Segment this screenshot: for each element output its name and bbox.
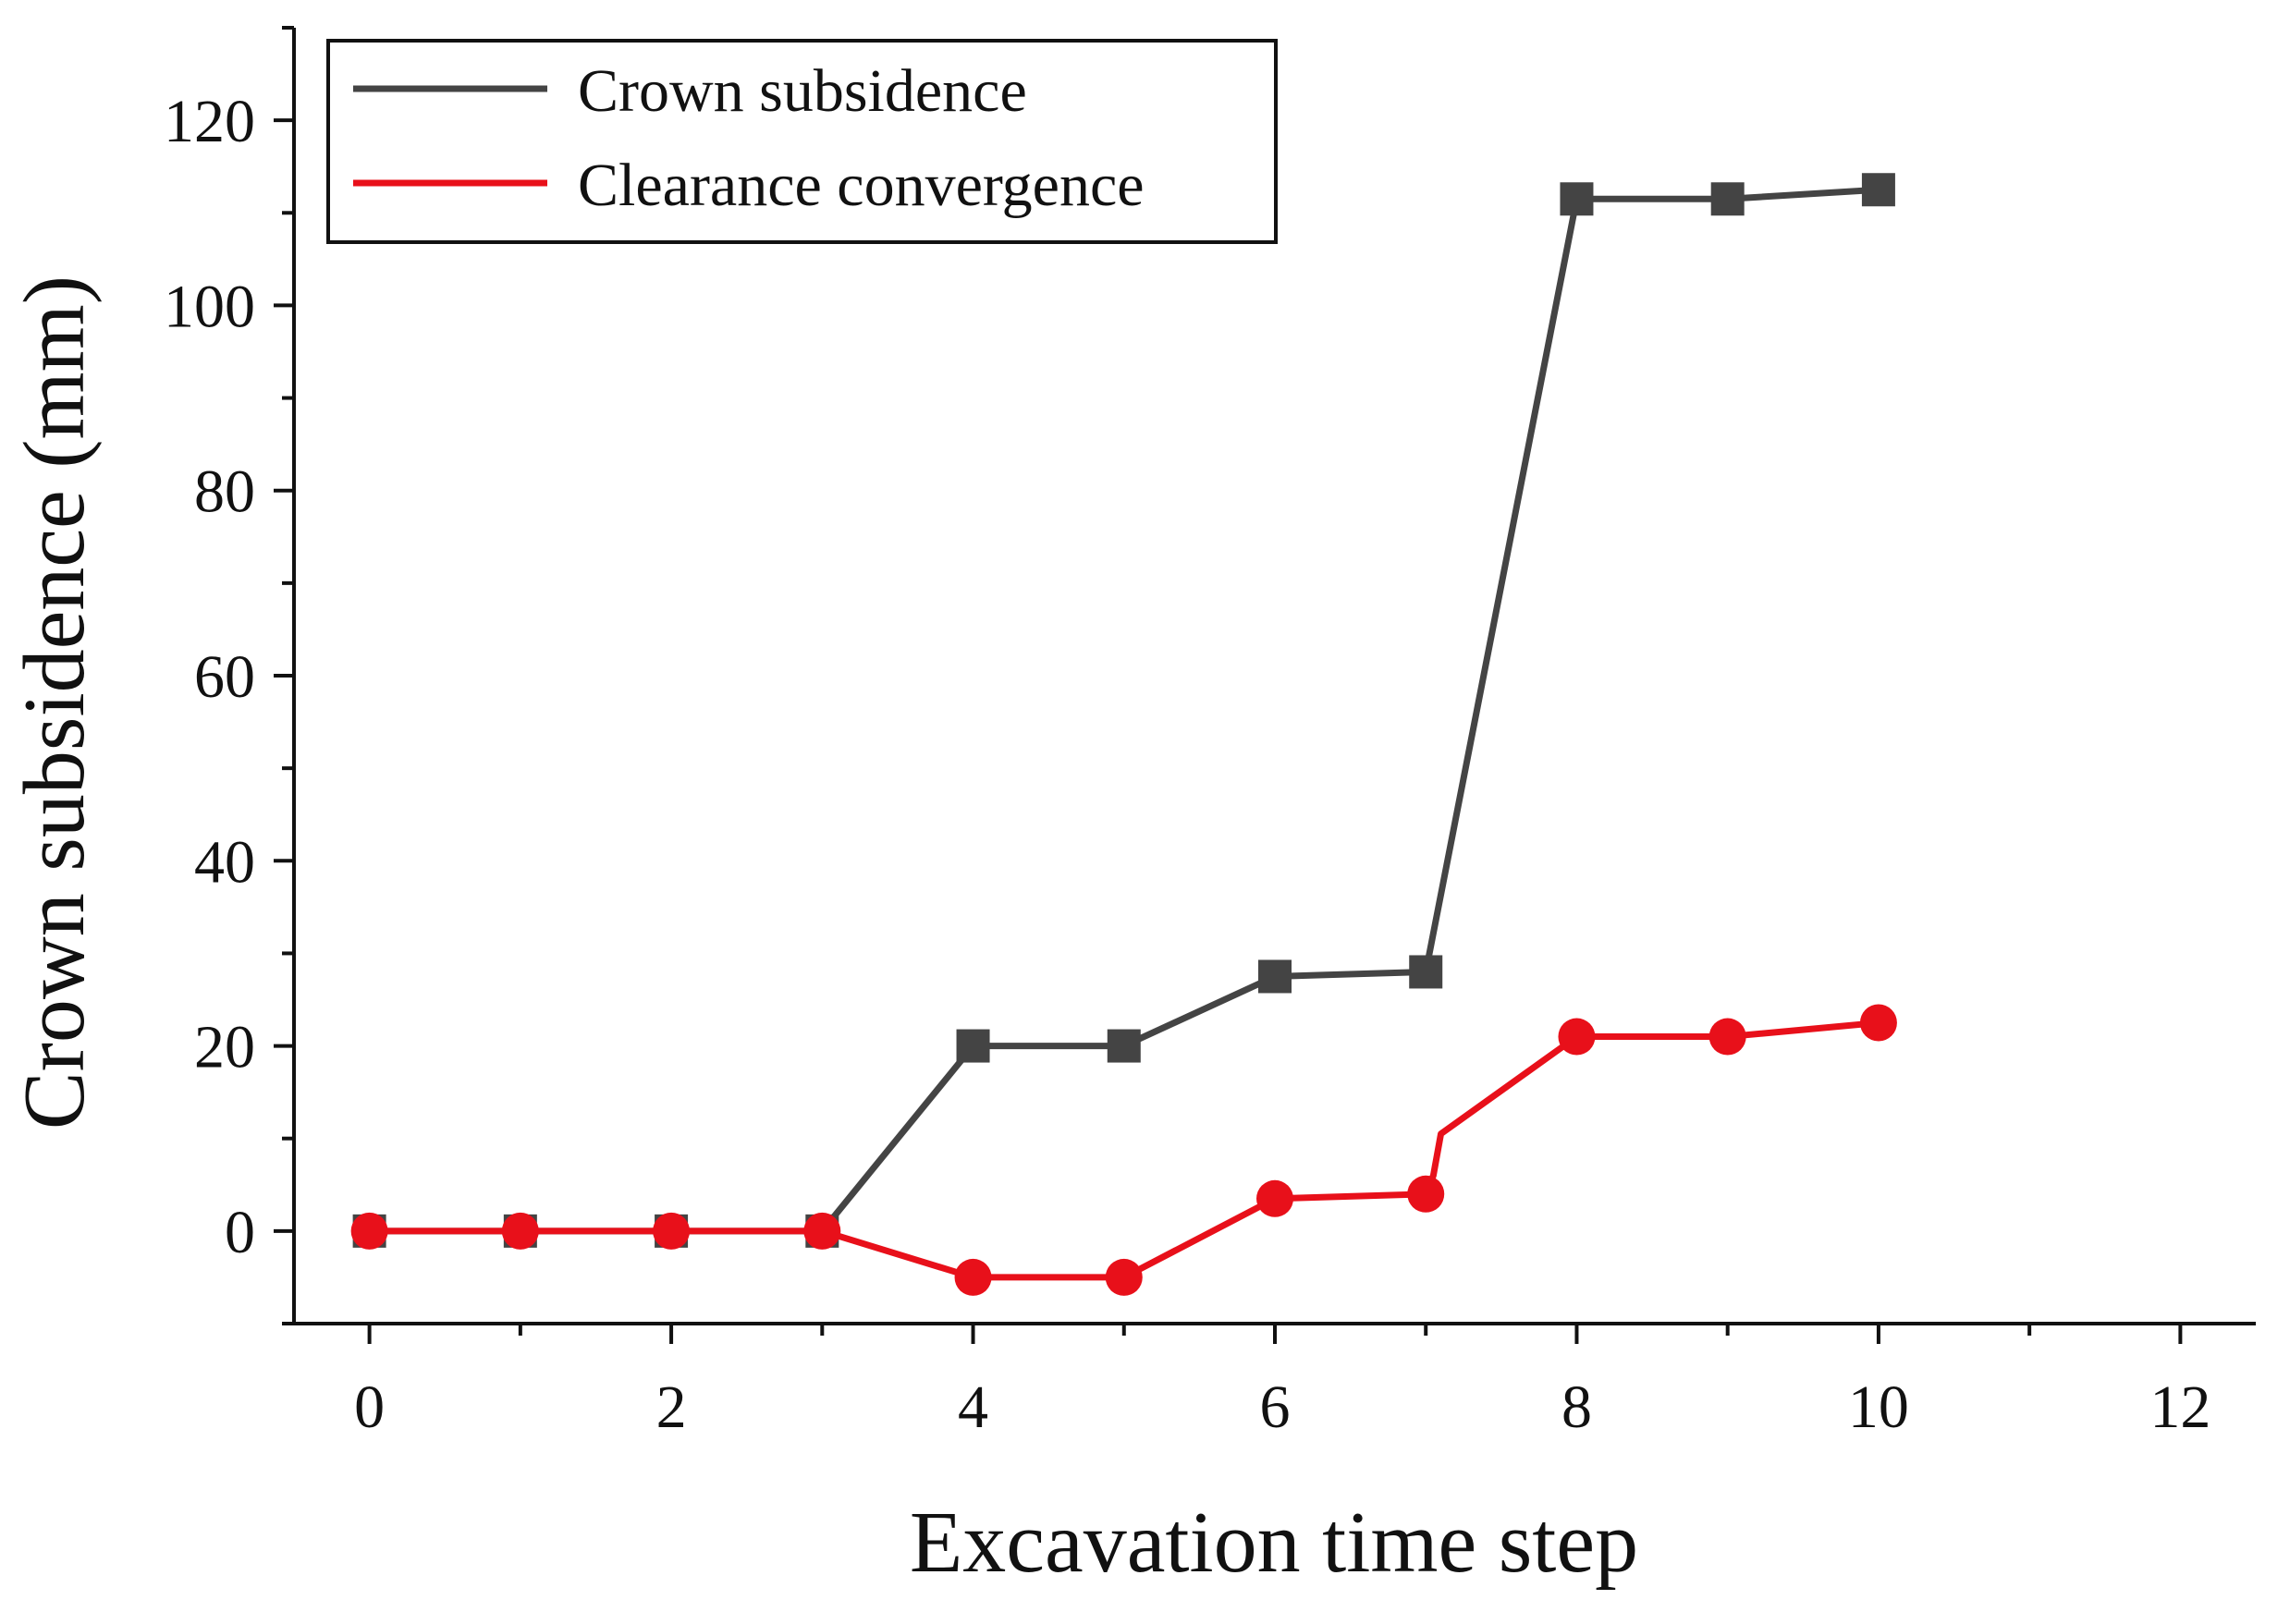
series-clearance-convergence [350, 1004, 1897, 1296]
y-axis-label: Crown subsidence (mm) [6, 275, 103, 1129]
data-point [501, 1212, 539, 1250]
x-tick-label: 10 [1848, 1374, 1909, 1441]
series-crown-subsidence [352, 173, 1895, 1248]
data-point [956, 1029, 990, 1063]
data-point [1407, 1175, 1445, 1213]
legend-box [326, 39, 1278, 244]
x-tick-label: 12 [2149, 1374, 2210, 1441]
y-tick-label: 60 [194, 643, 255, 711]
y-tick-label: 20 [194, 1014, 255, 1081]
data-point [1409, 955, 1443, 989]
x-tick-label: 6 [1260, 1374, 1291, 1441]
y-tick-label: 40 [194, 828, 255, 896]
data-point [1256, 1179, 1293, 1217]
data-point [1710, 182, 1745, 216]
y-tick-label: 80 [194, 458, 255, 526]
data-point [653, 1212, 691, 1250]
data-point [1859, 1004, 1897, 1042]
data-point [1107, 1029, 1141, 1063]
plot-series [350, 173, 1897, 1296]
y-tick-label: 120 [164, 88, 255, 155]
data-point [954, 1258, 992, 1296]
x-tick-label: 8 [1561, 1374, 1592, 1441]
legend-label-clearance-convergence: Clearance convergence [578, 152, 1145, 219]
legend: Crown subsidence Clearance convergence [326, 39, 1278, 244]
data-point [1708, 1018, 1746, 1056]
x-tick-label: 0 [354, 1374, 385, 1441]
data-point [1105, 1258, 1143, 1296]
x-tick-label: 2 [656, 1374, 687, 1441]
data-point [350, 1212, 388, 1250]
y-tick-label: 0 [225, 1199, 255, 1266]
data-point [1558, 1018, 1596, 1056]
legend-label-crown-subsidence: Crown subsidence [578, 57, 1027, 125]
data-point [1861, 173, 1895, 207]
y-tick-label: 100 [164, 273, 255, 340]
x-tick-label: 4 [958, 1374, 988, 1441]
data-point [1560, 182, 1594, 216]
data-point [1258, 959, 1292, 994]
x-axis-label: Excavation time step [910, 1495, 1638, 1591]
data-point [803, 1212, 841, 1250]
series-line-crown-subsidence [369, 186, 1880, 1235]
